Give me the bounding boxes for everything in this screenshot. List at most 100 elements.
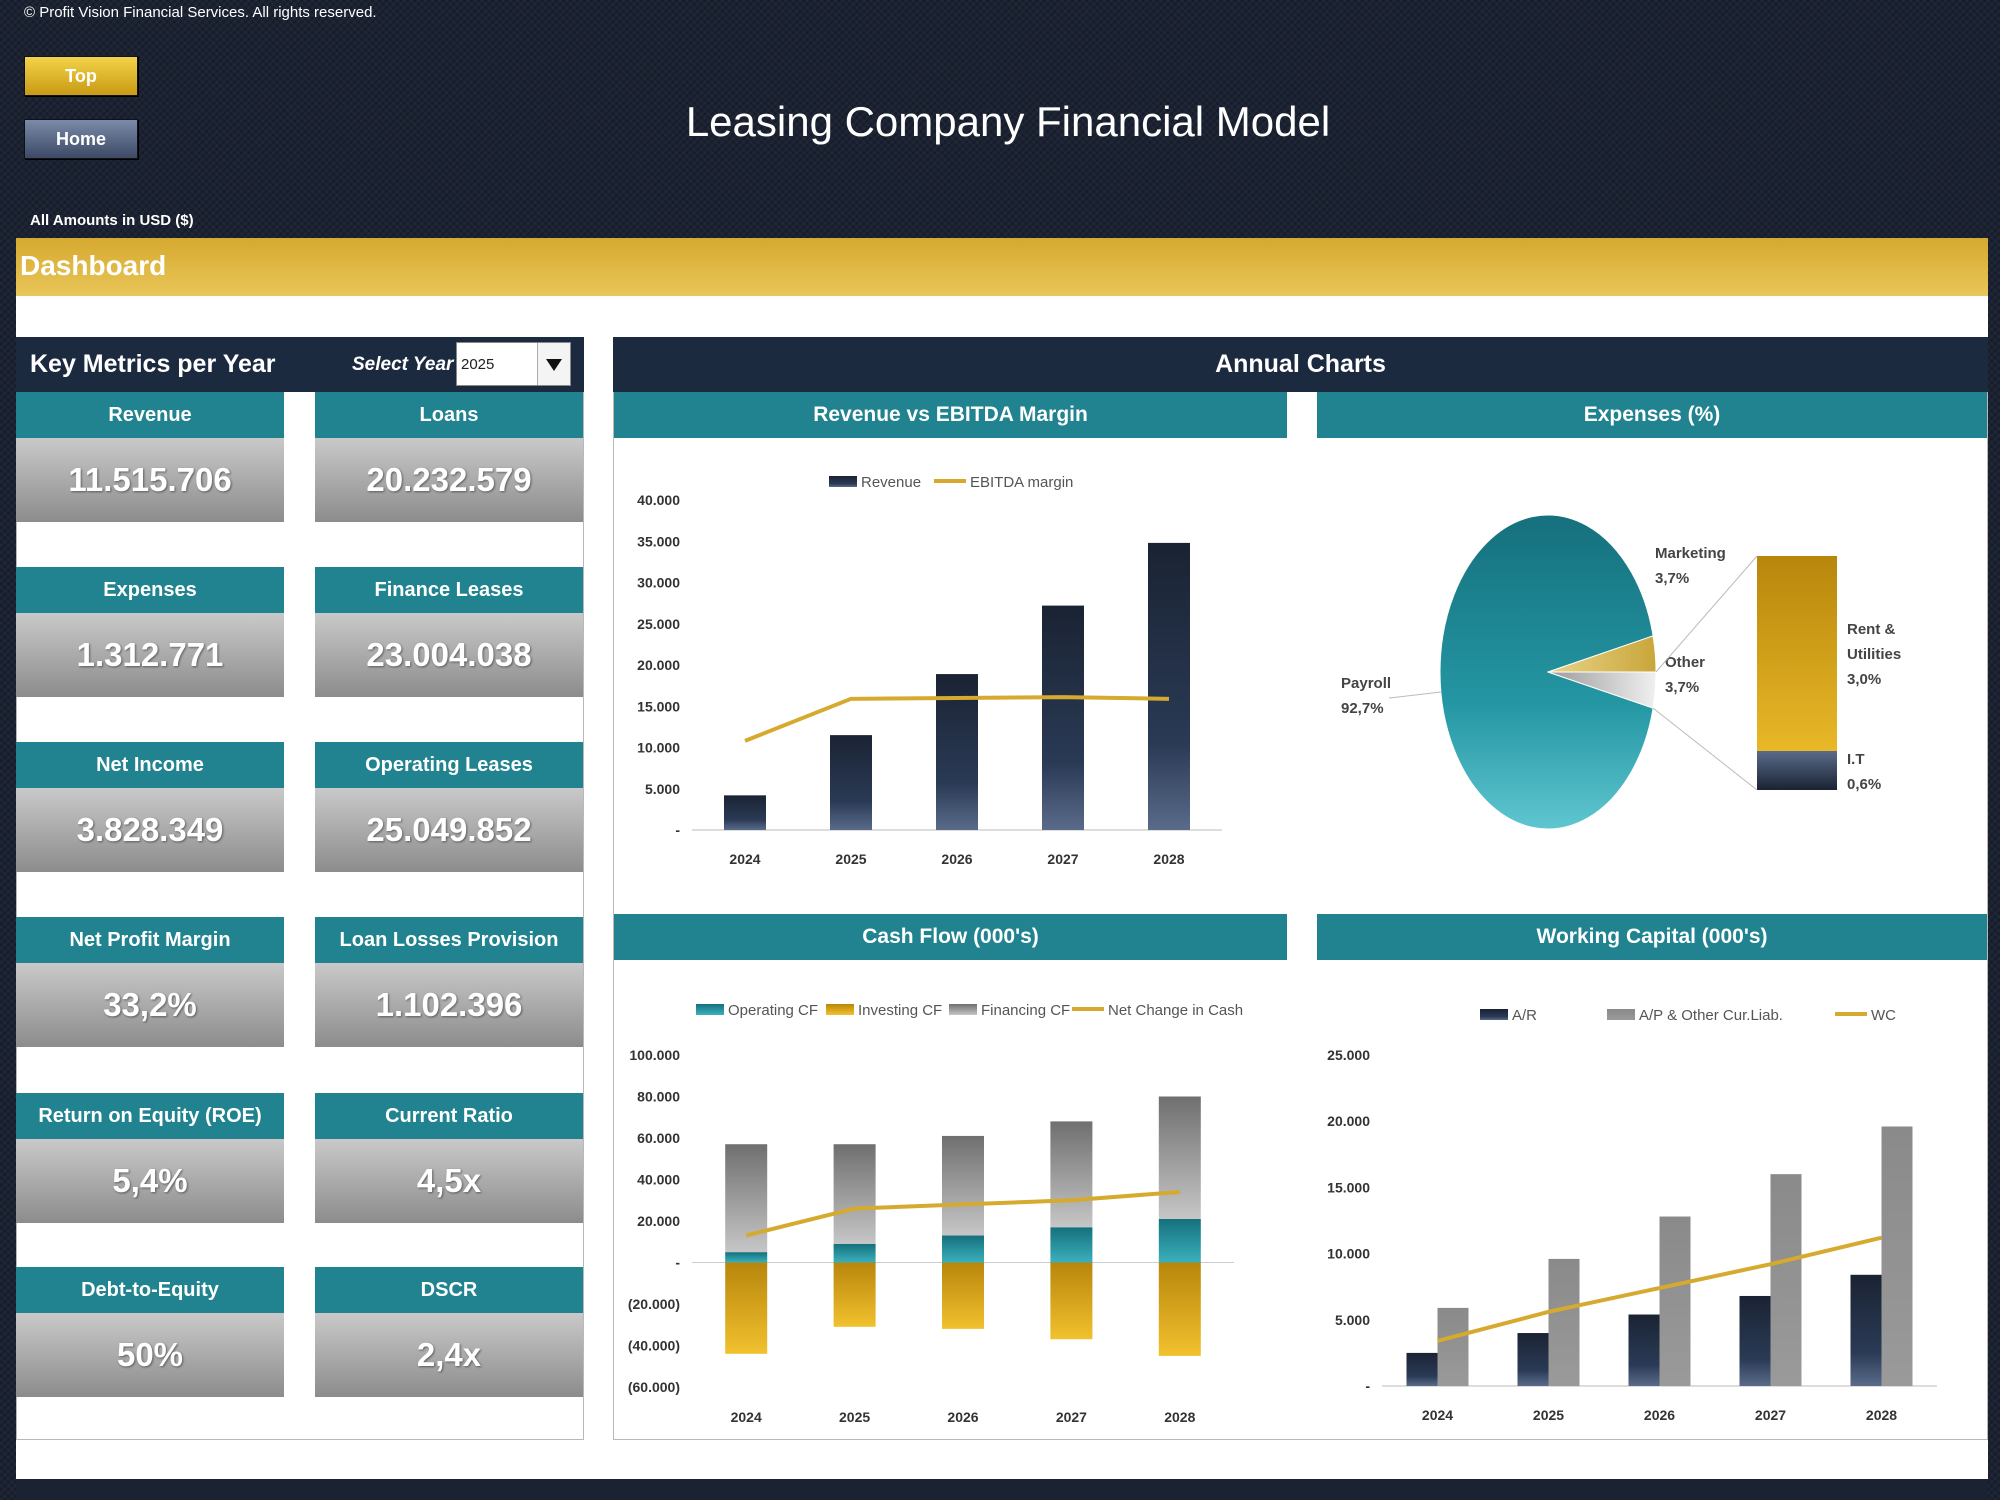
leader-line bbox=[1388, 691, 1442, 699]
financing-cf-bar bbox=[833, 1144, 876, 1244]
connector-line bbox=[1655, 555, 1758, 673]
y-tick-label: 60.000 bbox=[637, 1130, 680, 1146]
ar-bar bbox=[1739, 1295, 1771, 1386]
x-tick-label: 2025 bbox=[1533, 1407, 1564, 1423]
y-tick-label: - bbox=[675, 1255, 680, 1271]
metric-card-operating-leases: Operating Leases 25.049.852 bbox=[315, 742, 583, 872]
x-tick-label: 2026 bbox=[947, 1409, 978, 1425]
breakdown-label-name: Rent & bbox=[1847, 621, 1896, 638]
y-tick-label: - bbox=[675, 822, 680, 838]
breakdown-label-value: 0,6% bbox=[1847, 776, 1881, 793]
investing-cf-bar bbox=[1158, 1262, 1201, 1356]
legend-label: A/R bbox=[1512, 1007, 1537, 1024]
operating-cf-bar bbox=[942, 1235, 984, 1263]
metric-label: Revenue bbox=[16, 392, 284, 438]
ap-bar bbox=[1437, 1307, 1469, 1386]
y-tick-label: 25.000 bbox=[637, 616, 680, 632]
revenue-bar bbox=[1148, 542, 1190, 830]
x-tick-label: 2024 bbox=[1422, 1407, 1453, 1423]
page-title-text: Leasing Company Financial Model bbox=[685, 98, 1331, 145]
dashboard-section-title: Dashboard bbox=[20, 250, 167, 281]
financing-cf-bar bbox=[1050, 1121, 1093, 1228]
metric-value: 1.312.771 bbox=[16, 613, 284, 697]
y-tick-label: 20.000 bbox=[637, 657, 680, 673]
y-tick-label: 15.000 bbox=[637, 698, 680, 714]
financing-cf-bar bbox=[725, 1144, 768, 1253]
x-tick-label: 2028 bbox=[1153, 851, 1184, 867]
y-tick-label: 15.000 bbox=[1327, 1179, 1370, 1195]
metric-value: 4,5x bbox=[315, 1139, 583, 1223]
metric-value: 23.004.038 bbox=[315, 613, 583, 697]
metric-value: 50% bbox=[16, 1313, 284, 1397]
amounts-note: All Amounts in USD ($) bbox=[30, 212, 194, 229]
metric-value: 20.232.579 bbox=[315, 438, 583, 522]
legend-label: Financing CF bbox=[981, 1002, 1070, 1019]
ap-bar bbox=[1548, 1258, 1580, 1386]
legend-swatch bbox=[1072, 1007, 1104, 1011]
ar-bar bbox=[1850, 1274, 1882, 1386]
legend-label: EBITDA margin bbox=[970, 474, 1073, 491]
metric-value: 11.515.706 bbox=[16, 438, 284, 522]
annual-charts-title: Annual Charts bbox=[613, 337, 1988, 392]
bottom-bar bbox=[16, 1479, 1988, 1500]
legend-label: WC bbox=[1871, 1007, 1896, 1024]
metric-label: Return on Equity (ROE) bbox=[16, 1093, 284, 1139]
pie-slice-payroll bbox=[1439, 514, 1654, 830]
net-change-cash-line bbox=[745, 1189, 1180, 1238]
ar-bar bbox=[1406, 1352, 1438, 1386]
operating-cf-bar bbox=[833, 1243, 876, 1263]
x-tick-label: 2024 bbox=[729, 851, 760, 867]
legend-swatch bbox=[949, 1004, 977, 1015]
legend-swatch bbox=[1607, 1009, 1635, 1020]
wc-line bbox=[1436, 1235, 1882, 1343]
x-tick-label: 2027 bbox=[1755, 1407, 1786, 1423]
operating-cf-bar bbox=[1158, 1218, 1201, 1263]
pie-label-name: Payroll bbox=[1341, 675, 1391, 692]
dashboard-section-bar: Dashboard bbox=[16, 238, 1988, 296]
metric-label: Net Profit Margin bbox=[16, 917, 284, 963]
expenses-chart-title: Expenses (%) bbox=[1317, 392, 1987, 438]
x-tick-label: 2026 bbox=[1644, 1407, 1675, 1423]
metric-label: DSCR bbox=[315, 1267, 583, 1313]
y-tick-label: 100.000 bbox=[629, 1047, 680, 1063]
metric-label: Finance Leases bbox=[315, 567, 583, 613]
y-tick-label: 20.000 bbox=[637, 1213, 680, 1229]
chevron-down-icon[interactable] bbox=[537, 343, 570, 385]
y-tick-label: (60.000) bbox=[628, 1379, 680, 1395]
working-capital-chart-title: Working Capital (000's) bbox=[1317, 914, 1987, 960]
operating-cf-bar bbox=[725, 1252, 768, 1263]
legend-label: Operating CF bbox=[728, 1002, 818, 1019]
metric-label: Current Ratio bbox=[315, 1093, 583, 1139]
y-tick-label: 10.000 bbox=[1327, 1246, 1370, 1262]
revenue-ebitda-chart: - 5.000 10.000 15.000 20.000 25.000 30.000 35.0… bbox=[637, 474, 1222, 867]
expenses-pie-chart: Payroll 92,7% Marketing 3,7% Other 3,7% Rent &… bbox=[1341, 514, 1901, 830]
legend-label: A/P & Other Cur.Liab. bbox=[1639, 1007, 1783, 1024]
metric-card-expenses: Expenses 1.312.771 bbox=[16, 567, 284, 697]
x-tick-label: 2025 bbox=[835, 851, 866, 867]
metric-value: 5,4% bbox=[16, 1139, 284, 1223]
home-button[interactable]: Home bbox=[24, 119, 138, 159]
metric-card-revenue: Revenue 11.515.706 bbox=[16, 392, 284, 522]
legend-label: Revenue bbox=[861, 474, 921, 491]
legend-label: Net Change in Cash bbox=[1108, 1002, 1243, 1019]
y-tick-label: 40.000 bbox=[637, 1172, 680, 1188]
metric-card-loans: Loans 20.232.579 bbox=[315, 392, 583, 522]
legend-label: Investing CF bbox=[858, 1002, 942, 1019]
legend-swatch bbox=[829, 476, 857, 487]
y-tick-label: 10.000 bbox=[637, 740, 680, 756]
breakdown-label-value: 3,0% bbox=[1847, 671, 1881, 688]
y-tick-label: 30.000 bbox=[637, 575, 680, 591]
metric-card-roe: Return on Equity (ROE) 5,4% bbox=[16, 1093, 284, 1223]
pie-label-value: 3,7% bbox=[1665, 679, 1699, 696]
ar-bar bbox=[1628, 1314, 1660, 1386]
metric-card-net-income: Net Income 3.828.349 bbox=[16, 742, 284, 872]
financing-cf-bar bbox=[1158, 1096, 1201, 1219]
financing-cf-bar bbox=[942, 1135, 984, 1236]
legend-swatch bbox=[934, 479, 966, 483]
key-metrics-title: Key Metrics per Year bbox=[30, 350, 276, 378]
year-select[interactable]: 2025 bbox=[456, 342, 571, 386]
y-tick-label: 35.000 bbox=[637, 533, 680, 549]
y-tick-label: 80.000 bbox=[637, 1089, 680, 1105]
top-button[interactable]: Top bbox=[24, 56, 138, 96]
pie-label-name: Other bbox=[1665, 654, 1705, 671]
